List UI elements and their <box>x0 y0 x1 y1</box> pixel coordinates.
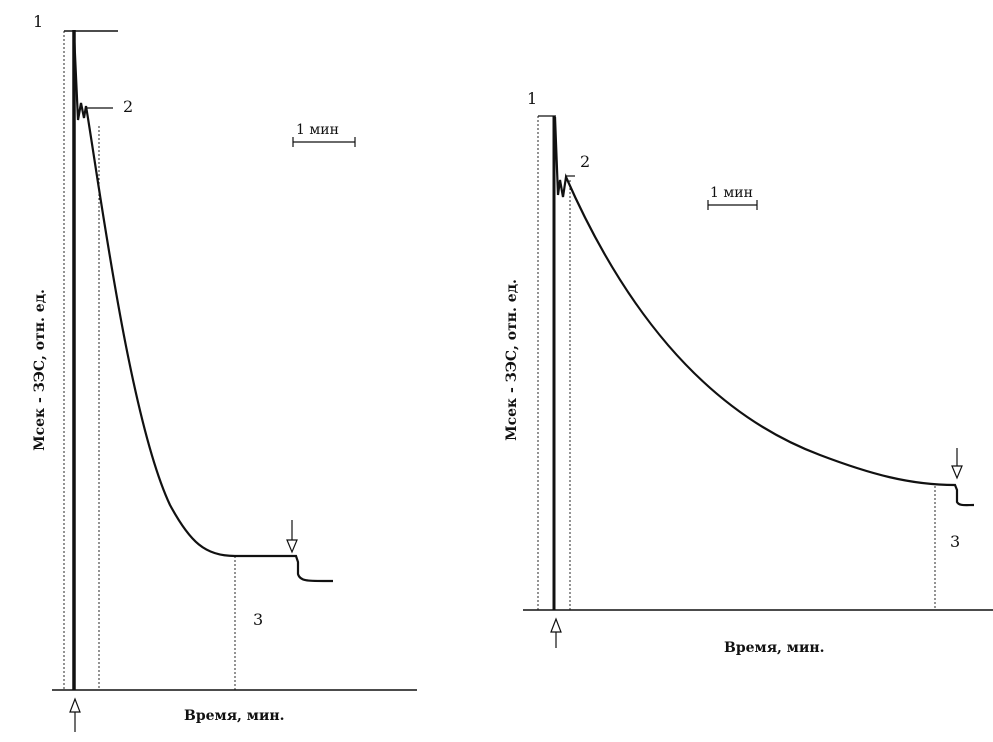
left-y-axis-label: Мсек - ЗЭС, отн. ед. <box>32 289 48 451</box>
left-chart <box>52 30 417 732</box>
right-curve <box>553 116 975 507</box>
left-marker-1: 1 <box>33 12 43 31</box>
right-y-axis-label: Мсек - ЗЭС, отн. ед. <box>504 279 520 441</box>
right-scale-bar-label: 1 мин <box>710 185 753 201</box>
left-scale-bar-label: 1 мин <box>296 122 339 138</box>
right-x-axis-label: Время, мин. <box>724 640 824 656</box>
right-chart <box>523 115 993 648</box>
left-start-up-arrow <box>69 697 81 732</box>
left-x-axis-label: Время, мин. <box>184 708 284 724</box>
left-scale-bar <box>292 137 356 147</box>
left-curve <box>72 32 334 583</box>
right-marker-3: 3 <box>950 532 960 551</box>
right-marker-2: 2 <box>580 152 590 171</box>
right-start-up-arrow <box>550 617 562 648</box>
left-marker-3: 3 <box>253 610 263 629</box>
left-marker-2: 2 <box>123 97 133 116</box>
right-scale-bar <box>707 200 758 210</box>
right-marker-1: 1 <box>527 89 537 108</box>
right-stop-down-arrow <box>951 448 963 480</box>
left-stop-down-arrow <box>286 520 298 554</box>
